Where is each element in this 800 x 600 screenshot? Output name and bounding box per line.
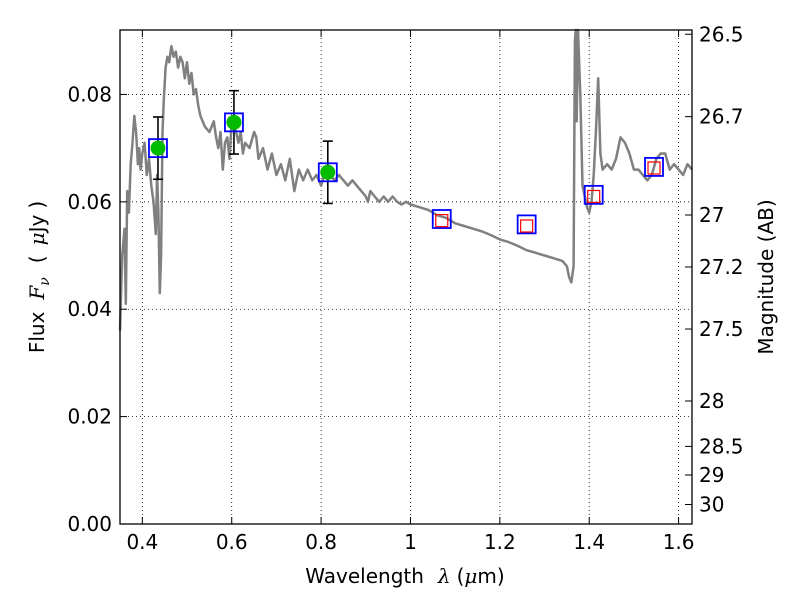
x-tick-label: 1 <box>404 530 417 554</box>
flux-box-marker <box>583 184 604 205</box>
sed-model-layer <box>118 28 693 331</box>
y2-tick-label: 26.5 <box>699 22 744 46</box>
x-axis-symbol: λ <box>437 564 451 588</box>
grid-lines <box>120 30 692 525</box>
y2-tick-label: 27 <box>699 203 724 227</box>
y-tick-label: 0.04 <box>67 297 112 321</box>
flux-box-marker <box>431 209 452 229</box>
x-axis-label-text: Wavelength <box>305 564 424 588</box>
y-tick-label: 0.06 <box>67 190 112 214</box>
model-flux-square <box>435 214 449 228</box>
y2-tick-label: 27.5 <box>699 317 744 341</box>
flux-box-marker <box>224 112 244 133</box>
axis-ticks: 0.4 0.6 0.8 1 1.2 1.4 1.6 0.00 0.02 0.04 0.06 0.08 2… <box>67 22 743 554</box>
x-axis-unit-mu: μ <box>464 564 477 588</box>
x-tick-label: 1.4 <box>573 530 605 554</box>
y-axis-unit-mu: μ <box>25 232 49 245</box>
y2-axis-label: Magnitude (AB) <box>754 199 778 354</box>
y-axis-unit-open: ( <box>25 255 49 263</box>
y-axis-label: Flux Fν ( μJy) <box>25 201 53 353</box>
y-tick-label: 0.08 <box>67 82 112 106</box>
y-axis-symbol: F <box>25 285 49 301</box>
y-axis-subscript: ν <box>37 277 53 286</box>
sed-model-line <box>118 28 693 331</box>
flux-box-marker <box>516 214 537 235</box>
photometry-markers <box>148 89 664 235</box>
y-tick-label: 0.02 <box>67 405 112 429</box>
y2-tick-label: 28 <box>699 389 724 413</box>
x-tick-label: 1.6 <box>663 530 695 554</box>
model-flux-square <box>587 189 601 204</box>
y-axis-label-text: Flux <box>25 311 49 353</box>
model-flux-square <box>520 219 534 233</box>
flux-box-marker <box>317 162 338 183</box>
x-axis-label: Wavelength λ (μm) <box>305 564 504 588</box>
x-tick-label: 0.4 <box>126 530 158 554</box>
y2-tick-label: 27.2 <box>699 255 744 279</box>
y-axis-unit-close: ) <box>25 201 49 209</box>
observed-flux-point <box>150 140 166 156</box>
x-axis-unit-open: ( <box>457 564 465 588</box>
x-tick-label: 0.6 <box>216 530 248 554</box>
y-tick-label: 0.00 <box>67 512 112 536</box>
y-axis-unit-rest: Jy <box>25 214 49 234</box>
plot-frame <box>119 29 693 525</box>
y2-tick-label: 29 <box>699 463 724 487</box>
x-tick-label: 0.8 <box>305 530 337 554</box>
model-flux-square <box>647 161 661 175</box>
y2-tick-label: 28.5 <box>699 434 744 458</box>
observed-flux-point <box>320 164 336 180</box>
x-axis-unit-rest: m) <box>477 564 504 588</box>
flux-box-marker <box>644 157 664 177</box>
y2-tick-label: 30 <box>699 493 724 517</box>
flux-box-marker <box>148 138 168 159</box>
observed-flux-point <box>226 114 242 130</box>
y2-tick-label: 26.7 <box>699 105 744 129</box>
x-tick-label: 1.2 <box>484 530 516 554</box>
